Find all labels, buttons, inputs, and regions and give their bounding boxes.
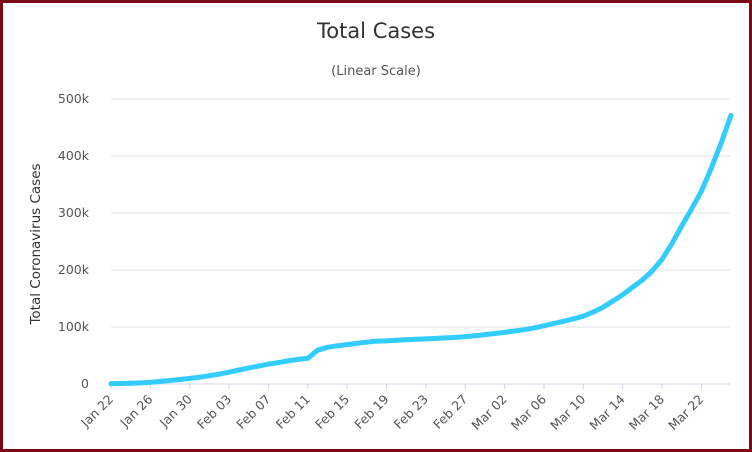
data-point xyxy=(128,380,134,386)
x-tick-label: Feb 15 xyxy=(312,392,352,432)
data-point xyxy=(462,334,468,340)
data-point xyxy=(659,256,665,262)
data-point xyxy=(718,140,724,146)
data-point xyxy=(590,309,596,315)
x-tick-label: Jan 22 xyxy=(77,392,116,431)
data-point xyxy=(502,329,508,335)
data-point xyxy=(275,360,281,366)
x-tick-label: Feb 03 xyxy=(194,392,234,432)
data-point xyxy=(167,378,173,384)
data-point xyxy=(177,377,183,383)
data-point xyxy=(108,381,114,387)
data-point xyxy=(423,336,429,342)
x-tick-label: Feb 11 xyxy=(273,392,313,432)
data-point xyxy=(551,321,557,327)
data-point xyxy=(413,336,419,342)
data-point xyxy=(679,223,685,229)
chart-subtitle: (Linear Scale) xyxy=(331,64,421,79)
series-line xyxy=(108,113,734,387)
data-point xyxy=(649,268,655,274)
data-point xyxy=(511,328,517,334)
x-tick-label: Mar 22 xyxy=(665,392,706,433)
data-point xyxy=(541,323,547,329)
x-tick-label: Feb 07 xyxy=(233,392,273,432)
data-point xyxy=(334,343,340,349)
data-point xyxy=(364,339,370,345)
data-point xyxy=(639,277,645,283)
data-point xyxy=(384,338,390,344)
data-point xyxy=(600,304,606,310)
data-point xyxy=(698,188,704,194)
data-point xyxy=(403,337,409,343)
x-tick-label: Feb 27 xyxy=(430,392,470,432)
data-point xyxy=(521,327,527,333)
data-point xyxy=(708,165,714,171)
data-point xyxy=(157,378,163,384)
data-point xyxy=(561,318,567,324)
data-point xyxy=(285,358,291,364)
x-tick-label: Mar 10 xyxy=(547,391,588,432)
data-point xyxy=(197,374,203,380)
data-point xyxy=(482,332,488,338)
data-point xyxy=(246,365,252,371)
data-point xyxy=(570,316,576,322)
x-tick-label: Feb 23 xyxy=(391,392,431,432)
chart-title: Total Cases xyxy=(316,19,436,43)
data-point xyxy=(344,342,350,348)
data-point xyxy=(206,373,212,379)
data-point xyxy=(728,113,734,119)
data-point xyxy=(295,356,301,362)
data-point xyxy=(256,363,262,369)
data-point xyxy=(236,367,242,373)
data-point xyxy=(138,380,144,386)
x-tick-label: Mar 14 xyxy=(586,391,627,432)
data-point xyxy=(393,337,399,343)
data-point xyxy=(305,355,311,361)
data-point xyxy=(630,284,636,290)
y-tick-label: 200k xyxy=(58,262,90,277)
data-point xyxy=(452,334,458,340)
data-point xyxy=(531,325,537,331)
data-point xyxy=(580,313,586,319)
data-point xyxy=(324,344,330,350)
y-tick-label: 400k xyxy=(58,148,90,163)
data-point xyxy=(226,369,232,375)
data-point xyxy=(216,371,222,377)
x-tick-label: Feb 19 xyxy=(351,391,391,431)
data-point xyxy=(472,333,478,339)
data-point xyxy=(433,335,439,341)
x-tick-label: Mar 18 xyxy=(626,391,667,432)
y-tick-label: 500k xyxy=(58,91,90,106)
data-point xyxy=(354,340,360,346)
data-point xyxy=(443,335,449,341)
data-point xyxy=(492,331,498,337)
data-point xyxy=(118,381,124,387)
data-point xyxy=(374,338,380,344)
data-point xyxy=(669,241,675,247)
data-point xyxy=(689,206,695,212)
x-tick-label: Jan 30 xyxy=(156,391,195,430)
data-point xyxy=(620,292,626,298)
x-tick-label: Mar 06 xyxy=(508,391,549,432)
x-tick-label: Mar 02 xyxy=(468,392,509,433)
data-point xyxy=(187,375,193,381)
data-point xyxy=(265,361,271,367)
y-tick-label: 0 xyxy=(81,376,89,391)
y-tick-label: 300k xyxy=(58,205,90,220)
data-point xyxy=(315,347,321,353)
y-tick-label: 100k xyxy=(58,319,90,334)
x-tick-label: Jan 26 xyxy=(116,391,155,430)
data-point xyxy=(610,298,616,304)
data-point xyxy=(147,379,153,385)
